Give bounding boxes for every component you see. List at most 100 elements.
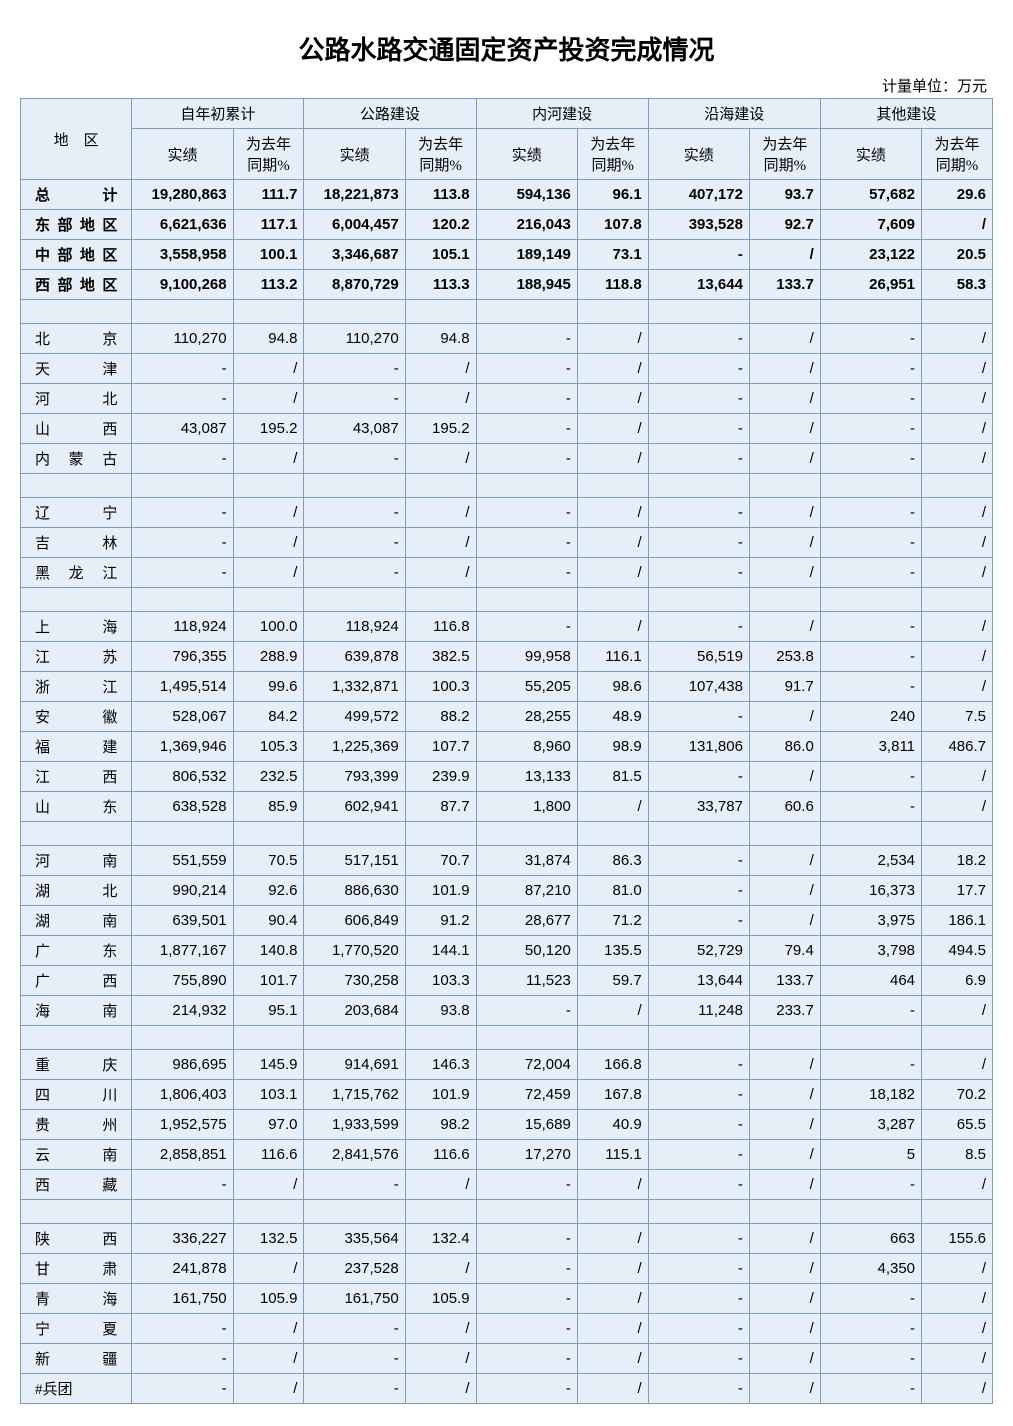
value-cell: / xyxy=(749,612,820,642)
region-cell: 西部地区 xyxy=(21,270,132,300)
value-cell: - xyxy=(304,444,405,474)
value-cell: 1,225,369 xyxy=(304,732,405,762)
value-cell: 188,945 xyxy=(476,270,577,300)
value-cell: / xyxy=(749,1284,820,1314)
value-cell: - xyxy=(304,528,405,558)
value-cell: 914,691 xyxy=(304,1050,405,1080)
value-cell: / xyxy=(749,1110,820,1140)
value-cell: 214,932 xyxy=(132,996,233,1026)
value-cell: / xyxy=(233,528,304,558)
value-cell: - xyxy=(476,1314,577,1344)
value-cell: 97.0 xyxy=(233,1110,304,1140)
value-cell: - xyxy=(820,558,921,588)
value-cell: / xyxy=(405,384,476,414)
value-cell: 240 xyxy=(820,702,921,732)
value-cell: - xyxy=(132,354,233,384)
spacer-cell xyxy=(233,474,304,498)
col-sub-val: 实绩 xyxy=(132,129,233,180)
value-cell: - xyxy=(304,1374,405,1404)
investment-table: 地 区 自年初累计 公路建设 内河建设 沿海建设 其他建设 实绩 为去年同期% … xyxy=(20,98,993,1404)
value-cell: / xyxy=(405,444,476,474)
value-cell: 56,519 xyxy=(648,642,749,672)
region-cell: 山 东 xyxy=(21,792,132,822)
value-cell: 1,800 xyxy=(476,792,577,822)
spacer-cell xyxy=(922,1200,993,1224)
value-cell: / xyxy=(749,1170,820,1200)
value-cell: - xyxy=(820,1170,921,1200)
region-cell: 山 西 xyxy=(21,414,132,444)
value-cell: 43,087 xyxy=(304,414,405,444)
value-cell: 464 xyxy=(820,966,921,996)
table-header: 地 区 自年初累计 公路建设 内河建设 沿海建设 其他建设 实绩 为去年同期% … xyxy=(21,99,993,180)
value-cell: - xyxy=(476,558,577,588)
value-cell: 101.9 xyxy=(405,876,476,906)
value-cell: 4,350 xyxy=(820,1254,921,1284)
region-cell: 吉 林 xyxy=(21,528,132,558)
value-cell: / xyxy=(577,414,648,444)
value-cell: 105.3 xyxy=(233,732,304,762)
value-cell: / xyxy=(922,528,993,558)
value-cell: 93.7 xyxy=(749,180,820,210)
value-cell: 52,729 xyxy=(648,936,749,966)
value-cell: / xyxy=(749,384,820,414)
value-cell: 602,941 xyxy=(304,792,405,822)
value-cell: / xyxy=(405,528,476,558)
col-group: 自年初累计 xyxy=(132,99,304,129)
value-cell: 288.9 xyxy=(233,642,304,672)
value-cell: / xyxy=(577,1224,648,1254)
value-cell: - xyxy=(648,702,749,732)
value-cell: / xyxy=(577,558,648,588)
value-cell: 118,924 xyxy=(132,612,233,642)
value-cell: 146.3 xyxy=(405,1050,476,1080)
value-cell: / xyxy=(749,444,820,474)
value-cell: - xyxy=(648,444,749,474)
value-cell: 5 xyxy=(820,1140,921,1170)
region-cell: 西 藏 xyxy=(21,1170,132,1200)
spacer-cell xyxy=(749,822,820,846)
value-cell: / xyxy=(749,1080,820,1110)
value-cell: 8.5 xyxy=(922,1140,993,1170)
value-cell: - xyxy=(820,414,921,444)
spacer-cell xyxy=(577,474,648,498)
value-cell: 20.5 xyxy=(922,240,993,270)
value-cell: - xyxy=(648,528,749,558)
value-cell: 107.7 xyxy=(405,732,476,762)
value-cell: 98.9 xyxy=(577,732,648,762)
value-cell: - xyxy=(820,1374,921,1404)
value-cell: - xyxy=(648,1140,749,1170)
spacer-cell xyxy=(405,822,476,846)
value-cell: 70.7 xyxy=(405,846,476,876)
value-cell: 105.1 xyxy=(405,240,476,270)
value-cell: - xyxy=(648,384,749,414)
value-cell: / xyxy=(749,1224,820,1254)
value-cell: - xyxy=(820,354,921,384)
value-cell: 195.2 xyxy=(233,414,304,444)
col-sub-pct: 为去年同期% xyxy=(405,129,476,180)
value-cell: 13,644 xyxy=(648,270,749,300)
value-cell: 70.5 xyxy=(233,846,304,876)
value-cell: 93.8 xyxy=(405,996,476,1026)
spacer-cell xyxy=(820,1200,921,1224)
spacer-cell xyxy=(304,822,405,846)
value-cell: - xyxy=(820,384,921,414)
spacer-cell xyxy=(577,588,648,612)
value-cell: - xyxy=(132,1314,233,1344)
spacer-cell xyxy=(820,588,921,612)
value-cell: 98.2 xyxy=(405,1110,476,1140)
value-cell: / xyxy=(577,792,648,822)
value-cell: 133.7 xyxy=(749,966,820,996)
spacer-cell xyxy=(132,1200,233,1224)
value-cell: 17.7 xyxy=(922,876,993,906)
value-cell: - xyxy=(304,498,405,528)
value-cell: 65.5 xyxy=(922,1110,993,1140)
spacer-cell xyxy=(304,474,405,498)
value-cell: 1,806,403 xyxy=(132,1080,233,1110)
value-cell: 233.7 xyxy=(749,996,820,1026)
col-sub-val: 实绩 xyxy=(820,129,921,180)
spacer-cell xyxy=(648,822,749,846)
value-cell: 59.7 xyxy=(577,966,648,996)
value-cell: 486.7 xyxy=(922,732,993,762)
value-cell: 113.2 xyxy=(233,270,304,300)
value-cell: 7,609 xyxy=(820,210,921,240)
value-cell: 6,621,636 xyxy=(132,210,233,240)
